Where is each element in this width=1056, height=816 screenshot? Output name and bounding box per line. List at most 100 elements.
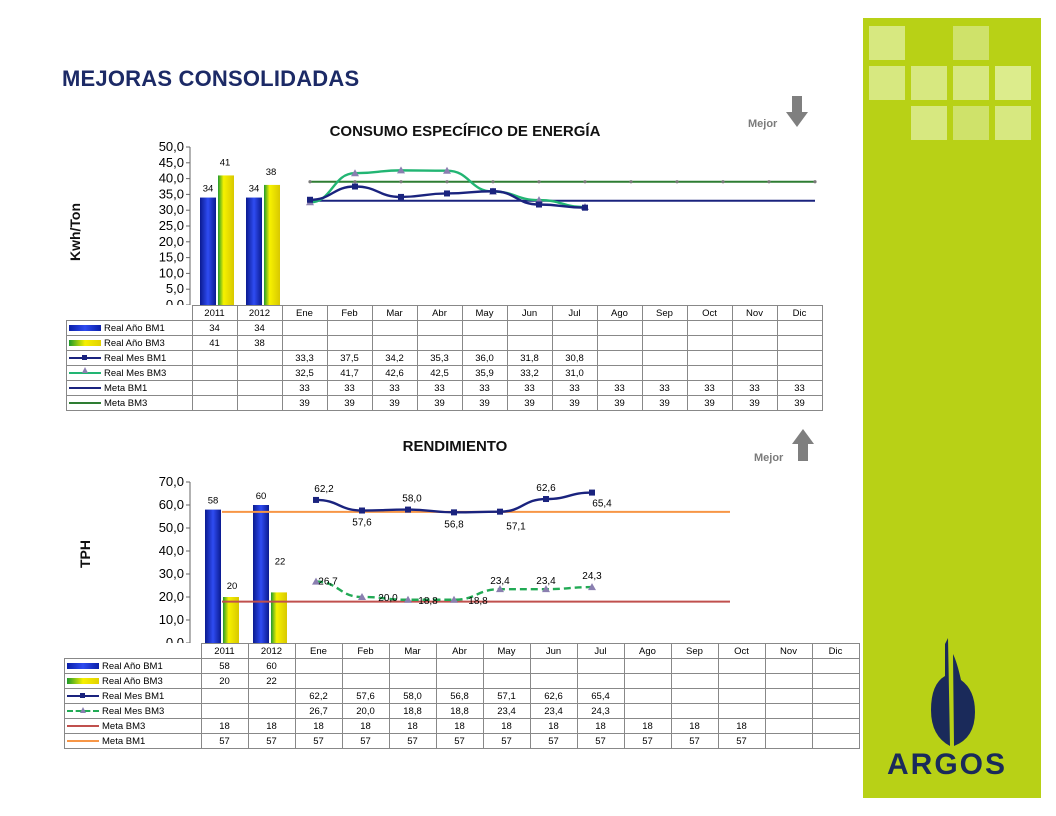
- y-tick-label: 15,0: [159, 250, 184, 265]
- table-cell: [529, 673, 578, 689]
- table-row: Real Mes BM1 62,2 57,6 58,0 56,8 57,1 62,6 65,4: [64, 688, 860, 704]
- table-cell: [482, 673, 531, 689]
- row-label: Meta BM1: [66, 380, 193, 396]
- y-tick-label: 25,0: [159, 218, 184, 233]
- y-tick-label: 50,0: [159, 520, 184, 535]
- table-cell: 39: [686, 395, 733, 411]
- table-cell: [281, 335, 328, 351]
- table-cell: [731, 320, 778, 336]
- table-row: Real Año BM1 34 34: [66, 320, 823, 336]
- table-cell: [236, 350, 283, 366]
- table-cell: 36,0: [461, 350, 508, 366]
- table-cell: 58,0: [388, 688, 437, 704]
- table-cell: [623, 673, 672, 689]
- bar-real-ano-bm3: [264, 184, 280, 305]
- marker-square: [352, 183, 358, 190]
- column-header: Oct: [686, 305, 733, 321]
- marker-dot: [308, 180, 312, 184]
- marker-dot: [675, 180, 679, 184]
- column-header: Ago: [596, 305, 643, 321]
- column-header: Dic: [776, 305, 823, 321]
- bar-label: 60: [256, 491, 267, 502]
- table-corner: [64, 643, 202, 659]
- table-cell: 18: [576, 718, 625, 734]
- table-cell: 33: [461, 380, 508, 396]
- yield-chart: RENDIMIENTOTPH0,010,020,030,040,050,060,…: [77, 438, 730, 650]
- table-cell: [731, 350, 778, 366]
- column-header: May: [482, 643, 531, 659]
- table-cell: 18: [247, 718, 296, 734]
- column-header: Jul: [551, 305, 598, 321]
- table-cell: [811, 733, 860, 749]
- bar-label: 20: [227, 581, 238, 592]
- table-cell: [670, 658, 719, 674]
- table-cell: [670, 688, 719, 704]
- row-label-text: Real Año BM3: [104, 337, 165, 349]
- table-cell: 41,7: [326, 365, 373, 381]
- table-row: Real Mes BM1 33,3 37,5 34,2 35,3 36,0 31,8 30,8: [66, 350, 823, 366]
- marker-triangle: [312, 577, 320, 585]
- row-label-text: Real Mes BM1: [104, 352, 167, 364]
- column-header: Sep: [670, 643, 719, 659]
- table-cell: 57: [341, 733, 390, 749]
- table-cell: [576, 673, 625, 689]
- table-cell: [717, 658, 766, 674]
- yield-data-table: 2011 2012 Ene Feb Mar Abr May Jun Jul Ago Sep Oct No…: [64, 643, 860, 749]
- table-cell: 18: [388, 718, 437, 734]
- column-header: 2011: [200, 643, 249, 659]
- table-cell: 35,9: [461, 365, 508, 381]
- table-cell: [764, 673, 813, 689]
- table-cell: [731, 365, 778, 381]
- decor-square: [953, 26, 989, 60]
- table-cell: 41: [191, 335, 238, 351]
- line-real-mes-bm1: [309, 185, 586, 209]
- table-cell: 42,6: [371, 365, 418, 381]
- decor-square: [995, 66, 1031, 100]
- table-cell: [776, 335, 823, 351]
- row-label-text: Meta BM1: [102, 735, 146, 747]
- row-label: Meta BM1: [64, 733, 202, 749]
- table-row: Meta BM3 39 39 39 39 39 39 39 39 39 39 39 39: [66, 395, 823, 411]
- legend-swatch: [67, 739, 99, 742]
- y-axis-label: Kwh/Ton: [67, 203, 83, 261]
- table-row: Meta BM3 18 18 18 18 18 18 18 18 18 18 18 18: [64, 718, 860, 734]
- row-label-text: Real Mes BM1: [102, 690, 165, 702]
- table-cell: [281, 320, 328, 336]
- table-cell: 57: [623, 733, 672, 749]
- row-label: Real Mes BM1: [66, 350, 193, 366]
- bar-label: 38: [266, 167, 277, 178]
- y-tick-label: 10,0: [159, 612, 184, 627]
- table-cell: 33: [326, 380, 373, 396]
- line-label: 57,6: [352, 518, 372, 529]
- row-label-text: Real Año BM1: [104, 322, 165, 334]
- y-tick-label: 30,0: [159, 566, 184, 581]
- table-cell: 65,4: [576, 688, 625, 704]
- bar-real-ano-bm1: [253, 505, 269, 643]
- marker-dot: [813, 180, 817, 184]
- marker-square: [451, 509, 457, 516]
- table-cell: [641, 335, 688, 351]
- arrow-up-icon: [792, 429, 814, 461]
- column-header: May: [461, 305, 508, 321]
- table-cell: 57: [247, 733, 296, 749]
- table-cell: 18: [670, 718, 719, 734]
- table-cell: 33: [686, 380, 733, 396]
- legend-swatch: [69, 401, 101, 404]
- table-cell: 30,8: [551, 350, 598, 366]
- table-cell: 37,5: [326, 350, 373, 366]
- marker-dot: [399, 180, 403, 184]
- line-label: 62,2: [314, 484, 334, 495]
- table-cell: 58: [200, 658, 249, 674]
- marker-dot: [491, 180, 495, 184]
- marker-dot: [583, 180, 587, 184]
- column-header: 2012: [247, 643, 296, 659]
- table-cell: 39: [776, 395, 823, 411]
- y-tick-label: 35,0: [159, 186, 184, 201]
- table-cell: 26,7: [294, 703, 343, 719]
- marker-triangle: [450, 595, 458, 603]
- line-label: 56,8: [444, 519, 464, 530]
- table-cell: 39: [371, 395, 418, 411]
- table-cell: 39: [596, 395, 643, 411]
- chart-title: CONSUMO ESPECÍFICO DE ENERGÍA: [330, 123, 601, 140]
- table-cell: [596, 320, 643, 336]
